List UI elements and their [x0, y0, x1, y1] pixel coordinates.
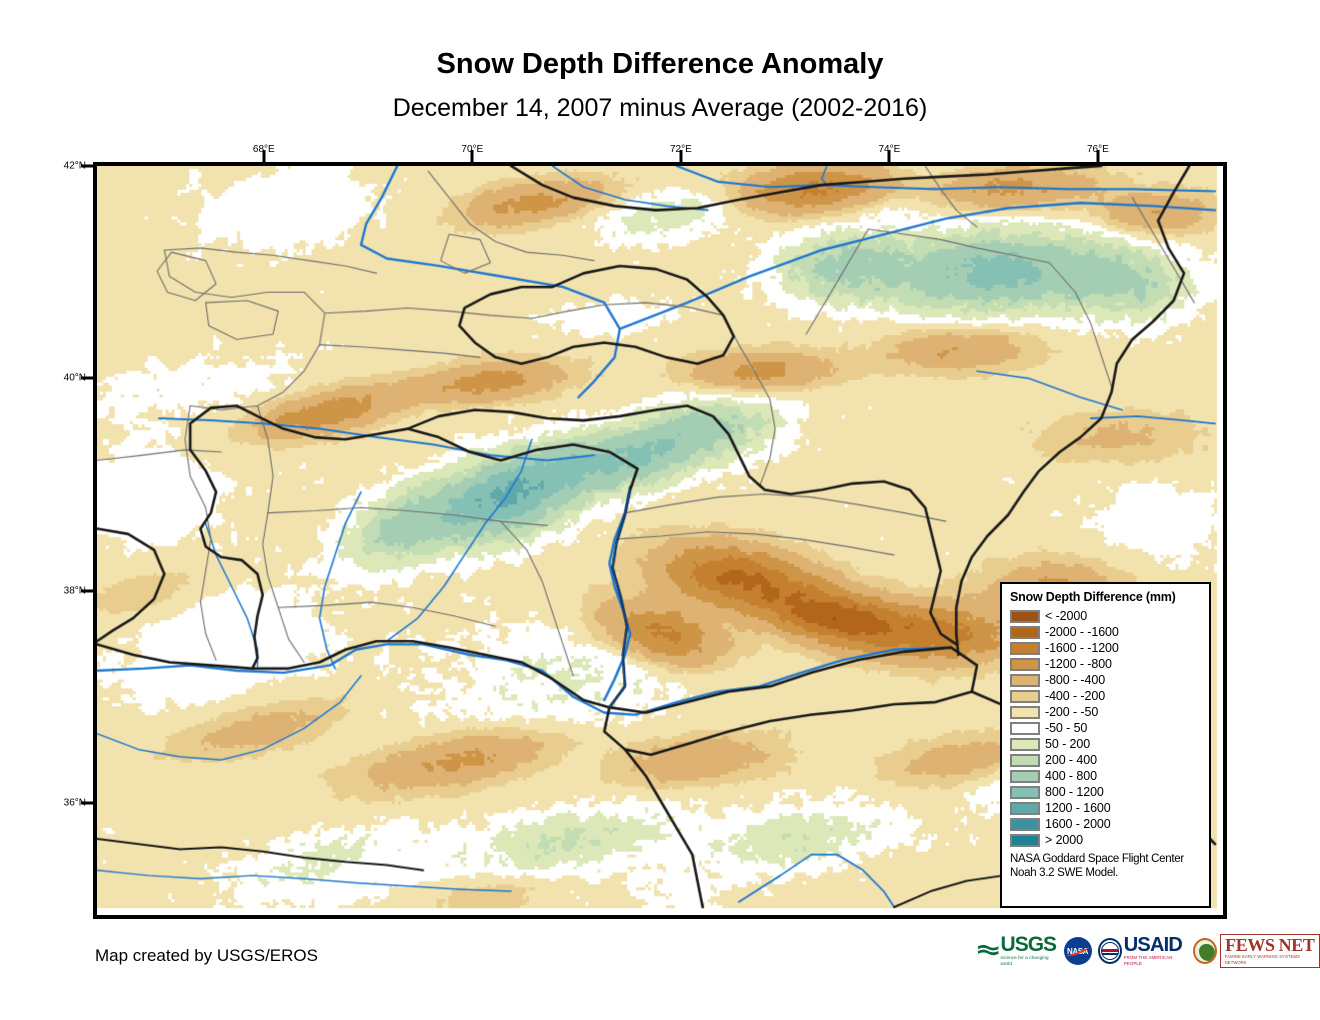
- legend-label: 1600 - 2000: [1045, 817, 1111, 831]
- fews-logo-tagline: FAMINE EARLY WARNING SYSTEMS NETWORK: [1224, 954, 1301, 965]
- nasa-meatball-icon: NASA: [1063, 937, 1092, 965]
- lat-tick-mark: [81, 801, 93, 805]
- legend-swatch: [1010, 705, 1040, 719]
- lat-tick-label: 36°N: [63, 797, 86, 809]
- legend-label: -50 - 50: [1045, 721, 1088, 735]
- legend-label: 200 - 400: [1045, 753, 1097, 767]
- legend-source-line2: Noah 3.2 SWE Model.: [1010, 867, 1119, 879]
- lat-tick-label: 42°N: [63, 160, 86, 172]
- legend-label: -2000 - -1600: [1045, 625, 1119, 639]
- legend-row: 50 - 200: [1010, 736, 1203, 752]
- usaid-logo-text: USAID: [1123, 933, 1183, 956]
- legend-label: 50 - 200: [1045, 737, 1091, 751]
- legend-swatch: [1010, 785, 1040, 799]
- legend-label: -1600 - -1200: [1045, 641, 1119, 655]
- map-legend: Snow Depth Difference (mm) < -2000 -2000 …: [1000, 582, 1211, 908]
- lat-tick-label: 40°N: [63, 372, 86, 384]
- legend-row: > 2000: [1010, 832, 1203, 848]
- lon-tick-mark: [470, 150, 474, 162]
- legend-label: -1200 - -800: [1045, 657, 1112, 671]
- legend-row: 1200 - 1600: [1010, 800, 1203, 816]
- legend-swatch: [1010, 737, 1040, 751]
- legend-swatch: [1010, 641, 1040, 655]
- page-title: Snow Depth Difference Anomaly: [436, 48, 884, 80]
- usaid-seal-band2-icon: [1101, 953, 1118, 955]
- map-credit: Map created by USGS/EROS: [95, 946, 318, 965]
- lon-tick-mark: [1096, 150, 1100, 162]
- lon-tick-mark: [679, 150, 683, 162]
- fews-globe-icon: [1192, 938, 1217, 964]
- lat-tick-mark: [81, 376, 93, 380]
- page-subtitle: December 14, 2007 minus Average (2002-20…: [392, 94, 928, 122]
- legend-label: 800 - 1200: [1045, 785, 1104, 799]
- lat-tick-label: 38°N: [63, 585, 86, 597]
- usaid-seal-band-icon: [1101, 949, 1118, 952]
- legend-title: Snow Depth Difference (mm): [1010, 590, 1176, 604]
- legend-row: -50 - 50: [1010, 720, 1203, 736]
- usgs-logo-tagline: science for a changing world: [1000, 955, 1049, 966]
- legend-swatch: [1010, 801, 1040, 815]
- legend-row: -400 - -200: [1010, 688, 1203, 704]
- legend-swatch: [1010, 689, 1040, 703]
- legend-swatch: [1010, 721, 1040, 735]
- legend-row: < -2000: [1010, 608, 1203, 624]
- legend-class-list: < -2000 -2000 - -1600 -1600 - -1200 -1200 -…: [1010, 608, 1203, 848]
- legend-swatch: [1010, 657, 1040, 671]
- legend-row: 400 - 800: [1010, 768, 1203, 784]
- legend-label: 400 - 800: [1045, 769, 1097, 783]
- lon-tick-label: 70°E: [461, 144, 483, 155]
- legend-label: > 2000: [1045, 833, 1083, 847]
- agency-logos: USGS science for a changing world NASA U…: [978, 933, 1320, 969]
- nasa-logo-text: NASA: [1066, 946, 1089, 956]
- legend-source-line1: NASA Goddard Space Flight Center: [1010, 853, 1184, 865]
- usgs-logo-text: USGS: [1000, 933, 1058, 956]
- usaid-seal-icon: [1097, 938, 1122, 964]
- lon-tick-mark: [262, 150, 266, 162]
- fews-globe-land-icon: [1198, 944, 1215, 961]
- legend-label: -400 - -200: [1045, 689, 1106, 703]
- lat-tick-mark: [81, 164, 93, 168]
- nasa-logo: NASA: [1063, 933, 1092, 969]
- lon-tick-label: 74°E: [878, 144, 900, 155]
- legend-row: 800 - 1200: [1010, 784, 1203, 800]
- lon-tick-label: 76°E: [1087, 144, 1109, 155]
- usgs-wave-icon: [978, 944, 999, 956]
- lon-tick-label: 72°E: [670, 144, 692, 155]
- fews-logo-text: FEWS NET: [1225, 935, 1315, 955]
- legend-row: 1600 - 2000: [1010, 816, 1203, 832]
- usaid-seal-inner-icon: [1100, 942, 1119, 960]
- legend-swatch: [1010, 833, 1040, 847]
- legend-row: -200 - -50: [1010, 704, 1203, 720]
- legend-swatch: [1010, 769, 1040, 783]
- usaid-logo-tagline: FROM THE AMERICAN PEOPLE: [1123, 954, 1173, 966]
- legend-row: -800 - -400: [1010, 672, 1203, 688]
- legend-label: < -2000: [1045, 609, 1088, 623]
- legend-label: 1200 - 1600: [1045, 801, 1111, 815]
- legend-swatch: [1010, 817, 1040, 831]
- legend-swatch: [1010, 609, 1040, 623]
- legend-swatch: [1010, 673, 1040, 687]
- legend-swatch: [1010, 753, 1040, 767]
- usgs-logo: USGS science for a changing world: [978, 933, 1058, 969]
- legend-row: 200 - 400: [1010, 752, 1203, 768]
- legend-source: NASA Goddard Space Flight Center Noah 3.…: [1010, 852, 1203, 880]
- legend-row: -1200 - -800: [1010, 656, 1203, 672]
- lon-tick-mark: [887, 150, 891, 162]
- legend-label: -800 - -400: [1045, 673, 1106, 687]
- fews-logo: FEWS NET FAMINE EARLY WARNING SYSTEMS NE…: [1192, 933, 1320, 969]
- legend-row: -2000 - -1600: [1010, 624, 1203, 640]
- legend-row: -1600 - -1200: [1010, 640, 1203, 656]
- fews-logo-box: FEWS NET FAMINE EARLY WARNING SYSTEMS NE…: [1219, 934, 1320, 968]
- legend-label: -200 - -50: [1045, 705, 1099, 719]
- legend-swatch: [1010, 625, 1040, 639]
- lat-tick-mark: [81, 589, 93, 593]
- usaid-logo: USAID FROM THE AMERICAN PEOPLE: [1097, 933, 1187, 969]
- lon-tick-label: 68°E: [253, 144, 275, 155]
